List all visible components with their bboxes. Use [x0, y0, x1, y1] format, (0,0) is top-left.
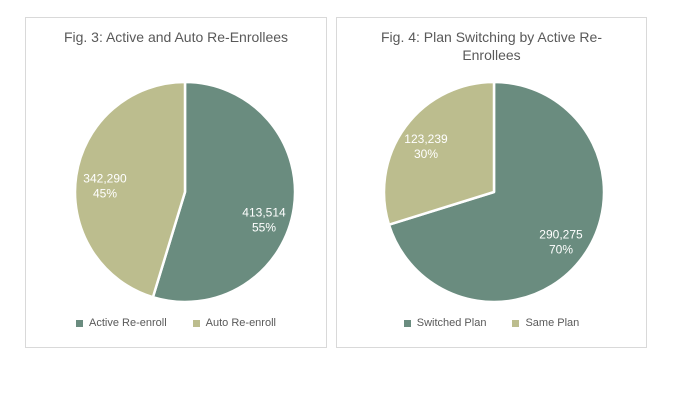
pie-slice-auto-re-enroll [73, 80, 187, 299]
chart-title: Fig. 3: Active and Auto Re-Enrollees [63, 29, 289, 45]
legend-label: Switched Plan [416, 317, 487, 329]
chart-legend: Active Re-enroll Auto Re-enroll [26, 317, 326, 330]
slice-data-label: 413,514 55% [242, 206, 286, 235]
legend-item: Same Plan [512, 317, 579, 330]
chart-title: Fig. 4: Plan Switching by Active Re-Enro… [381, 29, 602, 63]
legend-swatch-icon [512, 320, 520, 327]
pie-chart-fig4: 290,275 70% 123,239 30% [382, 80, 606, 304]
legend-swatch-icon [192, 320, 200, 327]
slice-data-label: 342,290 45% [83, 172, 127, 201]
pie-chart-fig3: 413,514 55% 342,290 45% [73, 80, 297, 304]
pie-slice-active-re-enroll [151, 80, 297, 304]
pie-slice-same-plan [382, 80, 496, 226]
chart-panel-fig3: Fig. 3: Active and Auto Re-Enrollees 413… [25, 17, 327, 348]
legend-label: Same Plan [525, 317, 580, 329]
chart-panel-fig4: Fig. 4: Plan Switching by Active Re-Enro… [336, 17, 647, 348]
legend-swatch-icon [403, 320, 411, 327]
legend-label: Auto Re-enroll [205, 317, 276, 329]
slice-data-label: 290,275 70% [539, 228, 583, 257]
slice-data-label: 123,239 30% [404, 132, 448, 161]
legend-label: Active Re-enroll [89, 317, 167, 329]
legend-item: Active Re-enroll [76, 317, 167, 330]
legend-swatch-icon [76, 320, 84, 327]
chart-legend: Switched Plan Same Plan [337, 317, 646, 330]
legend-item: Auto Re-enroll [192, 317, 276, 330]
pie-slice-switched-plan [387, 80, 606, 304]
legend-item: Switched Plan [403, 317, 487, 330]
